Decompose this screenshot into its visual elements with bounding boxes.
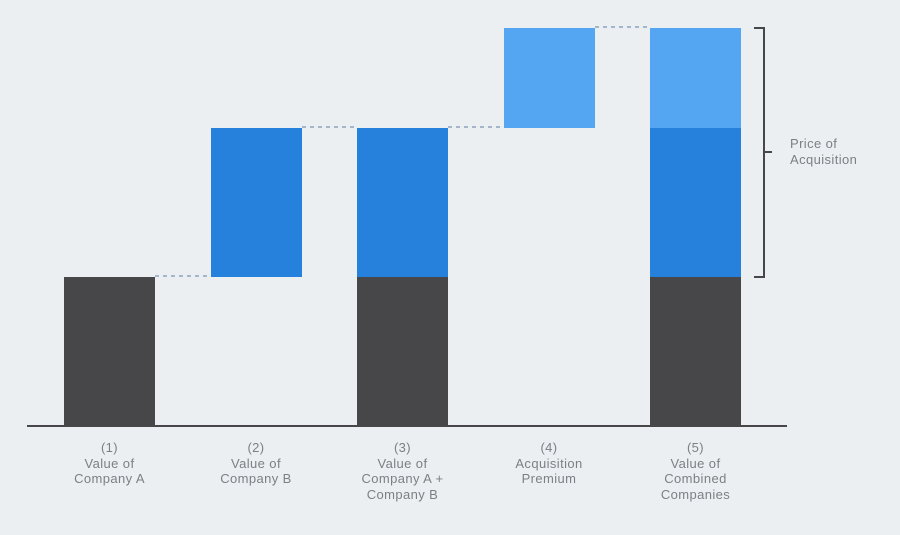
bar-3-segment-company-b-value [357,127,448,277]
x-axis-line [27,425,787,427]
category-label-line: Combined [664,471,727,486]
category-label-line: Value of [84,455,135,471]
category-label-line: Company B [220,471,292,486]
price-of-acquisition-label: Price of Acquisition [790,136,857,167]
dashed-connector-line [448,125,504,128]
category-label-line: Value of [231,455,281,471]
dashed-connector-line [301,125,357,128]
category-label-line: (3) [393,440,412,455]
category-label-4: (4) Acquisition Premium [469,440,629,487]
category-label-2: (2) Value of Company B [176,440,336,487]
bracket-label-line-1: Price of [790,136,838,152]
category-label-line: (5) [686,440,705,455]
dashed-connector-line [594,26,650,28]
bracket-middle-tick [763,151,772,154]
bar-5-segment-acquisition-premium [650,28,741,128]
category-label-line: Value of [670,455,721,471]
category-label-line: (2) [247,440,265,455]
category-label-line: Value of [377,455,428,471]
bar-3-segment-company-a-value [357,276,448,426]
bracket-label-line-2: Acquisition [790,151,858,167]
category-label-line: Company A + [361,471,444,486]
category-label-line: Premium [521,471,577,486]
bar-5-segment-company-a-value [650,276,741,426]
category-label-1: (1) Value of Company A [30,440,190,487]
category-label-line: (1) [100,440,119,455]
bar-1-segment-company-a-value [64,276,155,426]
bar-2-segment-company-b-value [210,127,302,277]
category-label-5: (5) Value of Combined Companies [616,440,776,502]
category-label-line: Acquisition [515,455,583,471]
bar-4-segment-acquisition-premium [503,28,595,128]
category-label-3: (3) Value of Company A + Company B [323,440,483,502]
category-label-line: (4) [540,440,558,455]
category-label-line: Company A [74,471,145,486]
category-label-line: Companies [660,486,731,502]
category-label-line: Company B [366,486,439,502]
bar-5-segment-company-b-value [650,127,741,277]
dashed-connector-line [155,274,211,277]
